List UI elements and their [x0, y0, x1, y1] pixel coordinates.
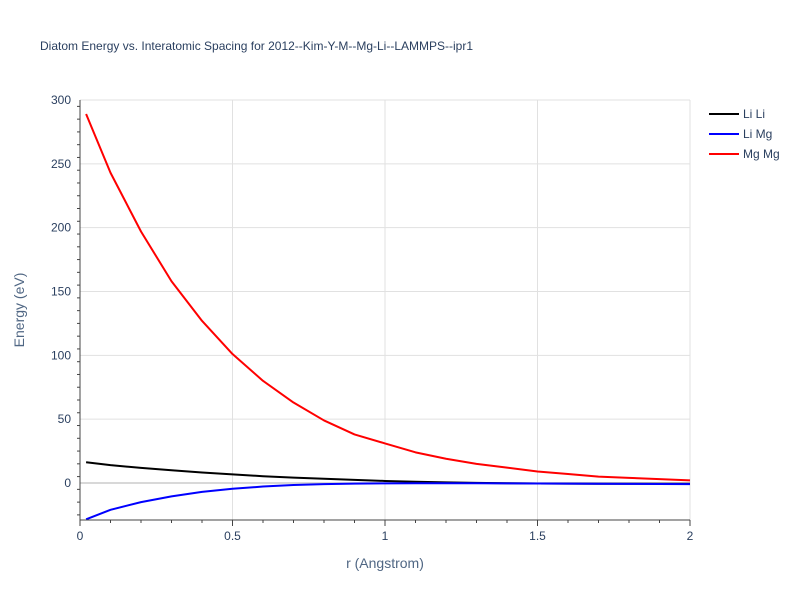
y-tick-label: 200: [51, 221, 71, 235]
legend-label: Mg Mg: [743, 147, 780, 161]
legend-label: Li Mg: [743, 127, 772, 141]
legend-item-mg-mg[interactable]: Mg Mg: [709, 147, 780, 161]
y-tick-label: 100: [51, 348, 71, 362]
x-tick-label: 0: [77, 529, 84, 543]
legend-label: Li Li: [743, 107, 765, 121]
grid: [80, 99, 691, 520]
y-axis-title: Energy (eV): [11, 273, 27, 348]
y-tick-label: 0: [64, 476, 71, 490]
x-tick-label: 1: [382, 529, 389, 543]
series-line-li-mg: [85, 482, 691, 521]
y-tick-label: 50: [58, 412, 72, 426]
y-axis: 0 50 100 150 200 250 300: [51, 93, 81, 520]
y-tick-label: 150: [51, 284, 71, 298]
series-line-mg-mg: [85, 113, 691, 482]
series-lines: [85, 113, 691, 521]
x-tick-label: 1.5: [529, 529, 546, 543]
x-tick-label: 2: [687, 529, 694, 543]
chart-title: Diatom Energy vs. Interatomic Spacing fo…: [40, 39, 473, 53]
x-axis-title: r (Angstrom): [346, 555, 424, 571]
y-tick-label: 300: [51, 93, 71, 107]
x-tick-label: 0.5: [224, 529, 241, 543]
legend-item-li-mg[interactable]: Li Mg: [709, 127, 772, 141]
series-line-li-li: [85, 461, 690, 485]
y-tick-label: 250: [51, 157, 71, 171]
x-axis: 0 0.5 1 1.5 2: [77, 519, 694, 543]
legend[interactable]: Li Li Li Mg Mg Mg: [709, 107, 780, 161]
legend-item-li-li[interactable]: Li Li: [709, 107, 765, 121]
